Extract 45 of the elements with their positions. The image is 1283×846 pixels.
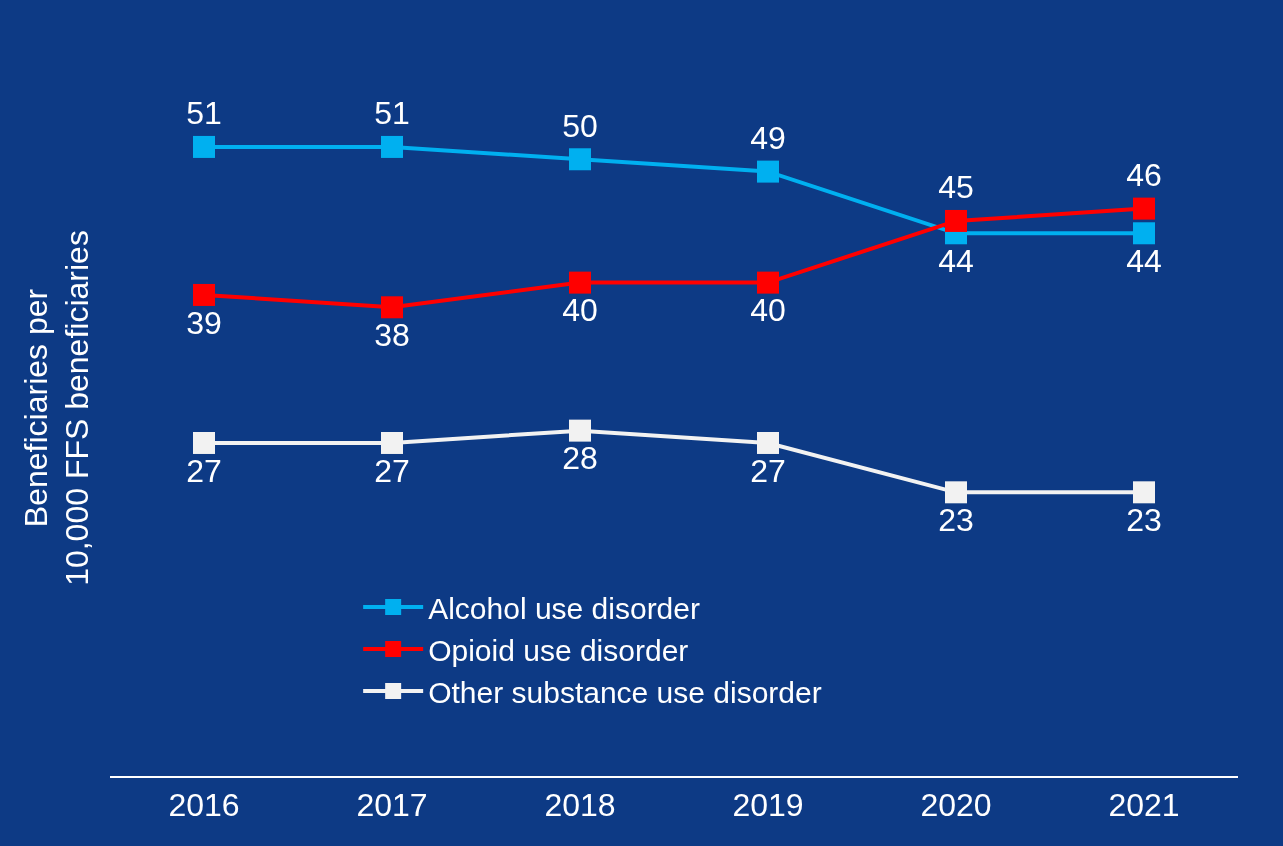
x-tick-label: 2019	[732, 787, 804, 824]
legend-label: Opioid use disorder	[428, 633, 689, 667]
data-label: 44	[938, 243, 974, 280]
point	[569, 148, 591, 171]
point	[381, 135, 403, 158]
point	[945, 209, 967, 232]
data-label: 23	[938, 502, 974, 539]
legend-label: Alcohol use disorder	[428, 591, 700, 625]
data-label: 51	[186, 95, 222, 132]
data-label: 27	[374, 452, 410, 489]
data-label: 44	[1126, 243, 1162, 280]
data-label: 23	[1126, 502, 1162, 539]
data-label: 38	[374, 317, 410, 354]
legend-label: Other substance use disorder	[428, 675, 822, 709]
x-tick-label: 2016	[168, 787, 240, 824]
point	[945, 481, 967, 504]
data-label: 40	[562, 292, 598, 329]
x-tick-label: 2020	[920, 787, 992, 824]
point	[1133, 481, 1155, 504]
data-label: 49	[750, 119, 786, 156]
data-label: 27	[750, 452, 786, 489]
data-label: 50	[562, 107, 598, 144]
point	[381, 431, 403, 454]
point	[381, 296, 403, 319]
x-tick-label: 2018	[544, 787, 616, 824]
x-tick-label: 2017	[356, 787, 428, 824]
x-tick-label: 2021	[1108, 787, 1180, 824]
point	[757, 271, 779, 294]
y-axis-title: Beneficiaries per 10,000 FFS beneficiaries	[17, 230, 96, 586]
point	[757, 160, 779, 183]
point	[193, 431, 215, 454]
data-label: 51	[374, 95, 410, 132]
point	[757, 431, 779, 454]
point	[193, 283, 215, 306]
point	[1133, 197, 1155, 220]
point	[1133, 222, 1155, 245]
point	[193, 135, 215, 158]
point	[569, 419, 591, 442]
point	[569, 271, 591, 294]
data-label: 45	[938, 169, 974, 206]
data-label: 40	[750, 292, 786, 329]
data-label: 27	[186, 452, 222, 489]
data-label: 28	[562, 440, 598, 477]
data-label: 46	[1126, 156, 1162, 193]
data-label: 39	[186, 304, 222, 341]
